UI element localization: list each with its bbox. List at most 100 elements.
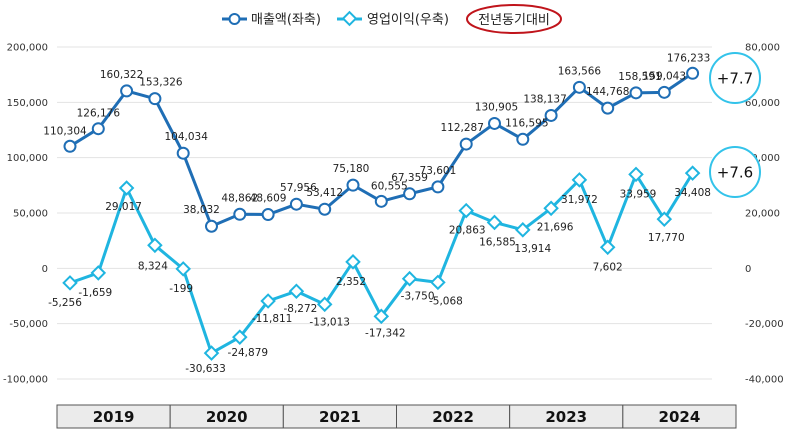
right-tick-label: 20,000 (745, 209, 780, 220)
op-data-label: -11,811 (252, 313, 293, 325)
left-tick-label: 0 (42, 264, 48, 275)
op-point (203, 345, 220, 361)
sales-data-label: 159,043 (643, 70, 686, 82)
op-data-label: 31,972 (561, 194, 598, 206)
legend-yoy-label: 전년동기대비 (478, 13, 550, 28)
op-data-label: -3,750 (401, 291, 435, 303)
sales-data-label: 112,287 (440, 122, 483, 134)
op-data-label: 8,324 (138, 260, 168, 272)
op-point (316, 296, 333, 313)
sales-point (346, 178, 360, 192)
legend: 매출액(좌축) 영업이익(우축) 전년동기대비 (222, 4, 562, 34)
sales-data-label: 158,591 (618, 71, 661, 83)
left-tick-label: 100,000 (7, 153, 48, 164)
op-point (288, 283, 305, 299)
year-label: 2023 (545, 408, 587, 426)
sales-data-label: 110,304 (43, 125, 87, 137)
year-box: 2019 (56, 404, 171, 429)
op-data-label: 34,408 (674, 187, 711, 199)
sales-point (63, 139, 77, 153)
year-box: 2021 (282, 404, 398, 429)
op-point (599, 239, 616, 256)
sales-point (120, 84, 134, 98)
op-point (656, 211, 673, 227)
op-point (571, 172, 588, 188)
op-point (684, 165, 701, 181)
sales-data-label: 67,359 (391, 172, 428, 184)
sales-data-label: 38,032 (183, 204, 220, 216)
left-tick-label: 150,000 (7, 98, 48, 109)
right-tick-label: -40,000 (745, 375, 784, 386)
year-label: 2019 (93, 408, 135, 426)
op-point (260, 293, 276, 309)
sales-data-label: 104,034 (164, 131, 208, 143)
op-data-label: 16,585 (479, 236, 516, 248)
sales-data-label: 144,768 (586, 86, 629, 98)
sales-point (629, 86, 643, 100)
op-point (232, 329, 248, 345)
year-label: 2020 (206, 408, 248, 426)
year-box: 2020 (169, 404, 284, 429)
legend-yoy-ellipse (466, 4, 562, 34)
yoy-badge-op: +7.6 (709, 146, 761, 198)
op-point (175, 261, 191, 277)
sales-data-label: 57,956 (280, 182, 317, 194)
op-data-label: 17,770 (648, 232, 685, 244)
sales-data-label: 163,566 (558, 65, 602, 77)
op-point (345, 254, 361, 270)
op-data-label: -8,272 (283, 303, 317, 315)
sales-data-label: 73,601 (420, 165, 457, 177)
op-point (90, 265, 107, 281)
year-box: 2023 (509, 404, 624, 429)
op-data-label: 20,863 (449, 225, 486, 237)
sales-point (289, 197, 303, 211)
sales-point (686, 66, 700, 80)
right-tick-label: -20,000 (745, 319, 784, 330)
op-point (62, 275, 78, 291)
op-data-label: -24,879 (228, 347, 269, 359)
sales-data-label: 60,555 (371, 180, 408, 192)
left-tick-label: 50,000 (13, 209, 48, 220)
legend-sales-marker (228, 13, 241, 25)
sales-point (601, 101, 615, 115)
sales-point (459, 137, 473, 151)
year-label: 2022 (432, 408, 474, 426)
yoy-badge-sales: +7.7 (709, 52, 761, 104)
right-tick-label: 60,000 (745, 98, 780, 109)
sales-point (261, 208, 275, 222)
right-tick-label: 40,000 (745, 153, 780, 164)
sales-data-label: 75,180 (333, 163, 370, 175)
sales-data-label: 53,412 (306, 187, 343, 199)
op-point (147, 237, 163, 254)
op-point (430, 274, 446, 291)
op-point (543, 200, 559, 217)
sales-point (374, 194, 388, 208)
op-point (628, 166, 644, 183)
year-label: 2021 (319, 408, 361, 426)
op-point (373, 308, 390, 325)
sales-data-label: 160,322 (100, 69, 143, 81)
op-point (401, 270, 418, 287)
sales-point (544, 108, 558, 122)
op-data-label: -17,342 (365, 327, 406, 339)
sales-data-label: 130,905 (475, 101, 518, 113)
sales-point (431, 180, 445, 194)
year-box: 2024 (622, 404, 737, 429)
op-point (515, 222, 531, 238)
op-data-label: -1,659 (78, 287, 112, 299)
legend-op-marker (341, 10, 358, 27)
op-data-label: 21,696 (537, 221, 574, 233)
op-data-label: 29,017 (105, 201, 142, 213)
sales-data-label: 176,233 (667, 52, 710, 64)
sales-point (488, 116, 501, 130)
op-data-label: -5,256 (48, 297, 82, 309)
sales-point (516, 132, 530, 146)
left-tick-label: 200,000 (7, 43, 48, 54)
op-data-label: -199 (169, 283, 193, 295)
sales-point (205, 219, 218, 233)
sales-point (233, 207, 247, 221)
op-data-label: -5,068 (429, 295, 463, 307)
sales-data-label: 153,326 (139, 77, 183, 89)
sales-data-label: 126,176 (77, 108, 121, 120)
